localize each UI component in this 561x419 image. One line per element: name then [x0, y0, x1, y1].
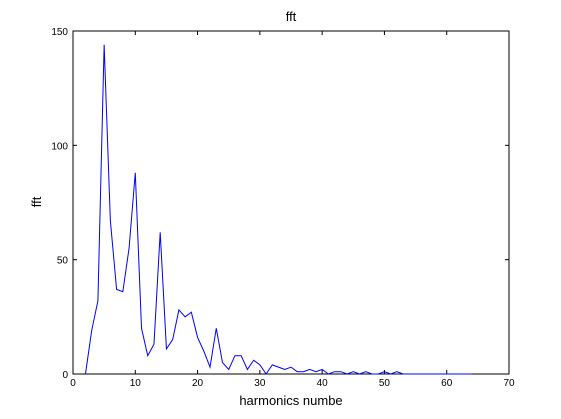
x-axis-label: harmonics numbe: [239, 393, 342, 408]
y-tick-label: 50: [57, 256, 69, 267]
x-tick-label: 10: [130, 378, 142, 389]
y-tick-label: 100: [51, 141, 68, 152]
x-tick-label: 0: [70, 378, 76, 389]
x-tick-label: 40: [317, 378, 329, 389]
x-tick-label: 20: [192, 378, 204, 389]
x-tick-label: 30: [254, 378, 266, 389]
chart-title: fft: [286, 9, 297, 24]
y-tick-label: 150: [51, 27, 68, 38]
plot-frame: [73, 31, 509, 374]
y-tick-label: 0: [62, 370, 68, 381]
x-tick-label: 70: [503, 378, 515, 389]
x-tick-label: 50: [379, 378, 391, 389]
x-tick-label: 60: [441, 378, 453, 389]
y-axis-label: fft: [29, 196, 44, 207]
